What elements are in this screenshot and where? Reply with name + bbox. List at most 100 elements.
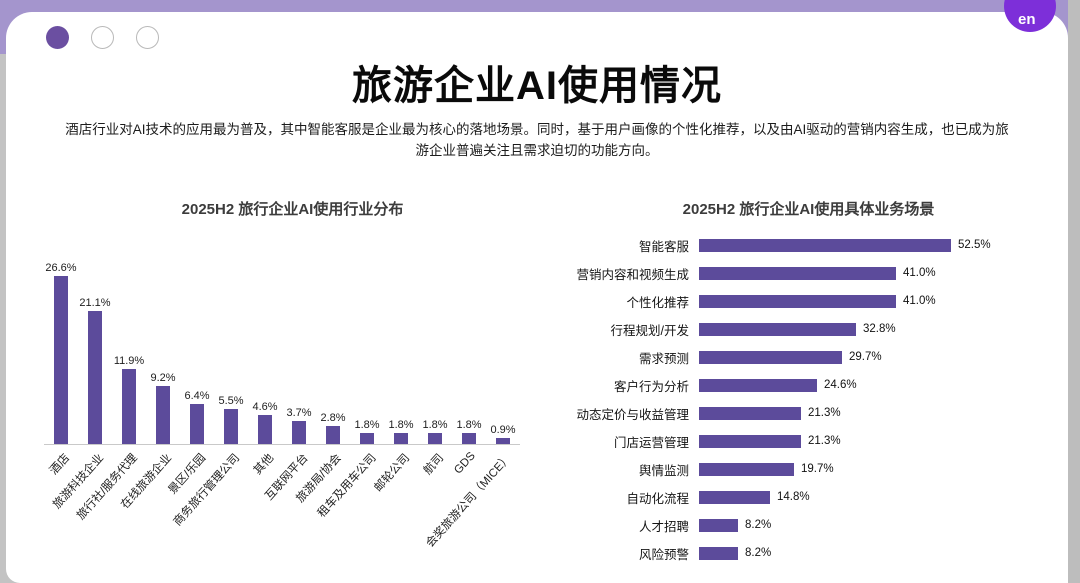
bar-column: 2.8% 旅游局/协会 (295, 249, 350, 505)
category-label: 航司 (421, 452, 447, 478)
bar (292, 421, 306, 444)
slide-card: 旅游企业AI使用情况 酒店行业对AI技术的应用最为普及，其中智能客服是企业最为核… (6, 12, 1068, 583)
bar-value-label: 4.6% (252, 401, 278, 413)
bar (699, 490, 770, 504)
bar (699, 518, 738, 532)
bar-value-label: 14.8% (777, 491, 810, 503)
bar-value-label: 41.0% (903, 295, 936, 307)
logo-text: en (1018, 11, 1036, 28)
bar (190, 404, 204, 444)
category-label: 客户行为分析 (613, 379, 689, 394)
bar-column: 9.2% 在线旅游企业 (119, 249, 180, 511)
bar-value-label: 24.6% (824, 379, 857, 391)
category-label: 动态定价与收益管理 (576, 407, 689, 422)
category-label: 智能客服 (638, 239, 689, 254)
category-label: 营销内容和视频生成 (576, 267, 689, 282)
bar-row: 舆情监测 19.7% (551, 455, 1066, 483)
bar-value-label: 1.8% (388, 419, 414, 431)
bar-column: 5.5% 商务旅行管理公司 (172, 249, 248, 528)
bar (88, 311, 102, 444)
bar-column: 3.7% 互联网平台 (263, 249, 316, 503)
bar-value-label: 26.6% (45, 262, 77, 274)
bar (122, 369, 136, 444)
bar-column: 21.1% 旅游科技企业 (51, 249, 112, 511)
slide-subtitle: 酒店行业对AI技术的应用最为普及，其中智能客服是企业最为核心的落地场景。同时，基… (65, 122, 1009, 158)
logo-swirl-icon: en (1004, 0, 1056, 32)
charts-row: 2025H2 旅行企业AI使用行业分布 26.6% 酒店 21.1% 旅游科技企业 11… (6, 198, 1068, 567)
bar (156, 386, 170, 444)
bar-value-label: 32.8% (863, 323, 896, 335)
bar-value-label: 11.9% (113, 355, 145, 367)
bar (699, 546, 738, 560)
chart-title-right: 2025H2 旅行企业AI使用具体业务场景 (682, 201, 935, 218)
bar-column: 11.9% 旅行社/服务代理 (75, 249, 146, 522)
pagination-dot-2[interactable] (91, 26, 114, 49)
brand-logo: en (990, 0, 1064, 50)
chart-title-left: 2025H2 旅行企业AI使用行业分布 (181, 201, 404, 218)
bar (699, 462, 794, 476)
bar-value-label: 29.7% (849, 351, 882, 363)
category-label: 自动化流程 (626, 491, 689, 506)
bar-value-label: 9.2% (150, 372, 176, 384)
bar-value-label: 1.8% (354, 419, 380, 431)
bar-column: 6.4% 景区/乐园 (166, 249, 214, 497)
category-label: 人才招聘 (638, 519, 689, 534)
bar (394, 433, 408, 444)
bar-row: 人才招聘 8.2% (551, 511, 1066, 539)
bar (428, 433, 442, 444)
category-label: 酒店 (47, 452, 73, 478)
bar-value-label: 21.3% (808, 435, 841, 447)
bar (496, 438, 510, 444)
bar-row: 行程规划/开发 32.8% (551, 315, 1066, 343)
bar (699, 378, 817, 392)
category-label: 舆情监测 (638, 463, 689, 478)
right-edge-strip (1068, 0, 1080, 583)
bar-value-label: 21.3% (808, 407, 841, 419)
page-title: 旅游企业AI使用情况 (352, 64, 722, 108)
bar-row: 个性化推荐 41.0% (551, 287, 1066, 315)
bar-column: 1.8% 租车及用车公司 (315, 249, 384, 520)
bar-column: 1.8% 邮轮公司 (372, 249, 418, 494)
bar (360, 433, 374, 444)
bar (699, 294, 896, 308)
bar-row: 风险预警 8.2% (551, 539, 1066, 567)
bar-column: 26.6% 酒店 (44, 249, 78, 477)
bar-value-label: 3.7% (286, 407, 312, 419)
bar-row: 门店运营管理 21.3% (551, 427, 1066, 455)
bar-row: 智能客服 52.5% (551, 231, 1066, 259)
bar-row: 营销内容和视频生成 41.0% (551, 259, 1066, 287)
bar-column: 1.8% 航司 (418, 249, 452, 477)
bar (326, 426, 340, 444)
bar (258, 415, 272, 444)
bar (462, 433, 476, 444)
bar-value-label: 8.2% (745, 547, 772, 559)
category-label: 门店运营管理 (613, 435, 689, 450)
category-label: 需求预测 (638, 351, 689, 366)
bar-value-label: 6.4% (184, 390, 210, 402)
bar-value-label: 0.9% (490, 424, 516, 436)
bar-value-label: 21.1% (79, 297, 111, 309)
bar-value-label: 2.8% (320, 412, 346, 424)
chart-business-scenarios: 2025H2 旅行企业AI使用具体业务场景 智能客服 52.5% 营销内容和视频生成… (551, 198, 1066, 567)
category-label: 行程规划/开发 (610, 323, 689, 338)
pagination-dot-3[interactable] (136, 26, 159, 49)
bar-column: 4.6% 其他 (248, 249, 282, 477)
bar-row: 客户行为分析 24.6% (551, 371, 1066, 399)
bar-row: 动态定价与收益管理 21.3% (551, 399, 1066, 427)
bar (699, 322, 856, 336)
bar (699, 238, 951, 252)
bar (224, 409, 238, 444)
category-label: 风险预警 (638, 547, 689, 562)
bar (699, 350, 842, 364)
slide-pagination-dots (46, 26, 159, 49)
category-label: 个性化推荐 (626, 295, 689, 310)
bar-value-label: 52.5% (958, 239, 991, 251)
bar-value-label: 5.5% (218, 395, 244, 407)
pagination-dot-1[interactable] (46, 26, 69, 49)
vertical-bar-plot: 26.6% 酒店 21.1% 旅游科技企业 11.9% 旅行社/服务代理 9.2% 在线旅游企… (44, 249, 520, 550)
bar-value-label: 1.8% (422, 419, 448, 431)
bar (699, 406, 801, 420)
category-label: GDS (452, 450, 478, 477)
category-label: 其他 (251, 452, 277, 478)
